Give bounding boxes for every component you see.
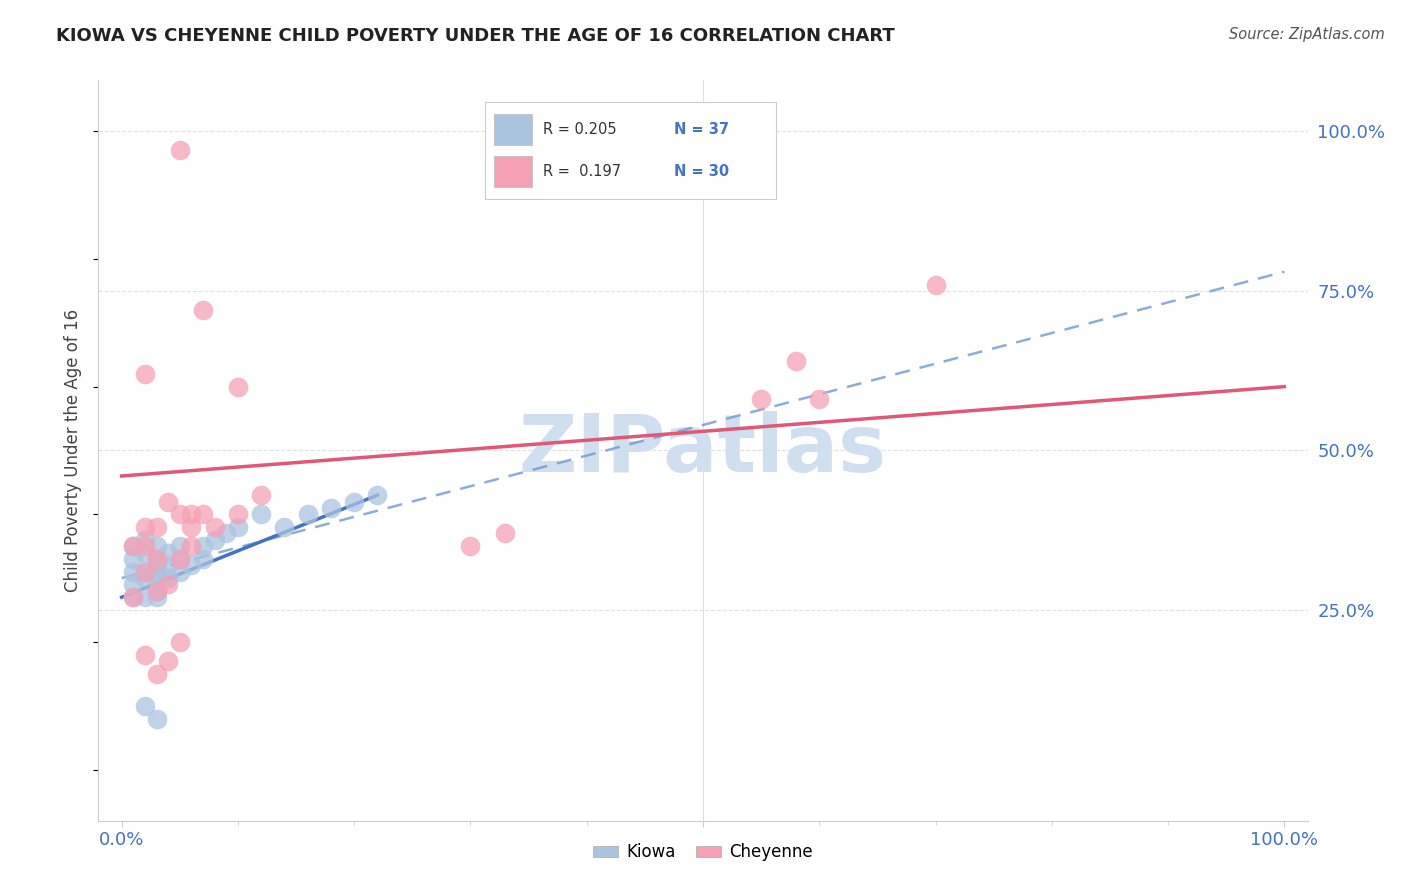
Point (169, 144, 191, 158)
Point (134, 565, 156, 579)
Point (145, 552, 167, 566)
Point (169, 539, 191, 553)
Point (134, 698, 156, 713)
Point (250, 508, 273, 522)
Point (226, 508, 249, 522)
Point (273, 520, 295, 534)
Point (134, 533, 156, 547)
Point (134, 591, 156, 605)
Point (157, 558, 180, 573)
Point (191, 303, 214, 318)
Point (145, 565, 167, 579)
Point (460, 539, 482, 553)
Point (134, 539, 156, 553)
Point (191, 508, 214, 522)
Point (134, 565, 156, 579)
Point (366, 488, 388, 502)
Point (191, 552, 214, 566)
Point (157, 545, 180, 559)
Point (157, 494, 180, 508)
Point (319, 500, 342, 515)
Point (226, 379, 249, 393)
Point (215, 526, 238, 541)
Point (122, 591, 145, 605)
Point (134, 545, 156, 559)
Point (122, 591, 145, 605)
Point (145, 591, 167, 605)
Point (145, 583, 167, 598)
Point (145, 583, 167, 598)
Point (122, 539, 145, 553)
Text: Source: ZipAtlas.com: Source: ZipAtlas.com (1229, 27, 1385, 42)
Point (226, 520, 249, 534)
Point (134, 520, 156, 534)
Point (250, 488, 273, 502)
Point (808, 392, 831, 407)
Text: ZIPatlas: ZIPatlas (519, 411, 887, 490)
Point (924, 277, 946, 292)
Point (122, 565, 145, 579)
Point (494, 526, 516, 541)
Point (145, 571, 167, 585)
Point (180, 520, 202, 534)
Point (204, 520, 226, 534)
Point (122, 577, 145, 591)
Legend: Kiowa, Cheyenne: Kiowa, Cheyenne (586, 837, 820, 868)
Point (145, 712, 167, 726)
Point (169, 552, 191, 566)
Text: KIOWA VS CHEYENNE CHILD POVERTY UNDER THE AGE OF 16 CORRELATION CHART: KIOWA VS CHEYENNE CHILD POVERTY UNDER TH… (56, 27, 896, 45)
Point (191, 539, 214, 553)
Point (145, 666, 167, 681)
Point (297, 508, 319, 522)
Point (157, 654, 180, 668)
Point (169, 508, 191, 522)
Point (145, 558, 167, 573)
Point (343, 494, 366, 508)
Point (169, 552, 191, 566)
Point (145, 539, 167, 553)
Point (785, 354, 807, 368)
Point (169, 565, 191, 579)
Point (134, 571, 156, 585)
Point (169, 635, 191, 649)
Point (157, 577, 180, 591)
Point (749, 392, 772, 407)
Point (157, 571, 180, 585)
Point (122, 552, 145, 566)
Point (204, 533, 226, 547)
Point (180, 558, 202, 573)
Point (122, 539, 145, 553)
Point (134, 367, 156, 381)
Point (134, 648, 156, 662)
Point (145, 520, 167, 534)
Y-axis label: Child Poverty Under the Age of 16: Child Poverty Under the Age of 16 (65, 309, 83, 592)
Point (145, 552, 167, 566)
Point (180, 539, 202, 553)
Point (180, 508, 202, 522)
